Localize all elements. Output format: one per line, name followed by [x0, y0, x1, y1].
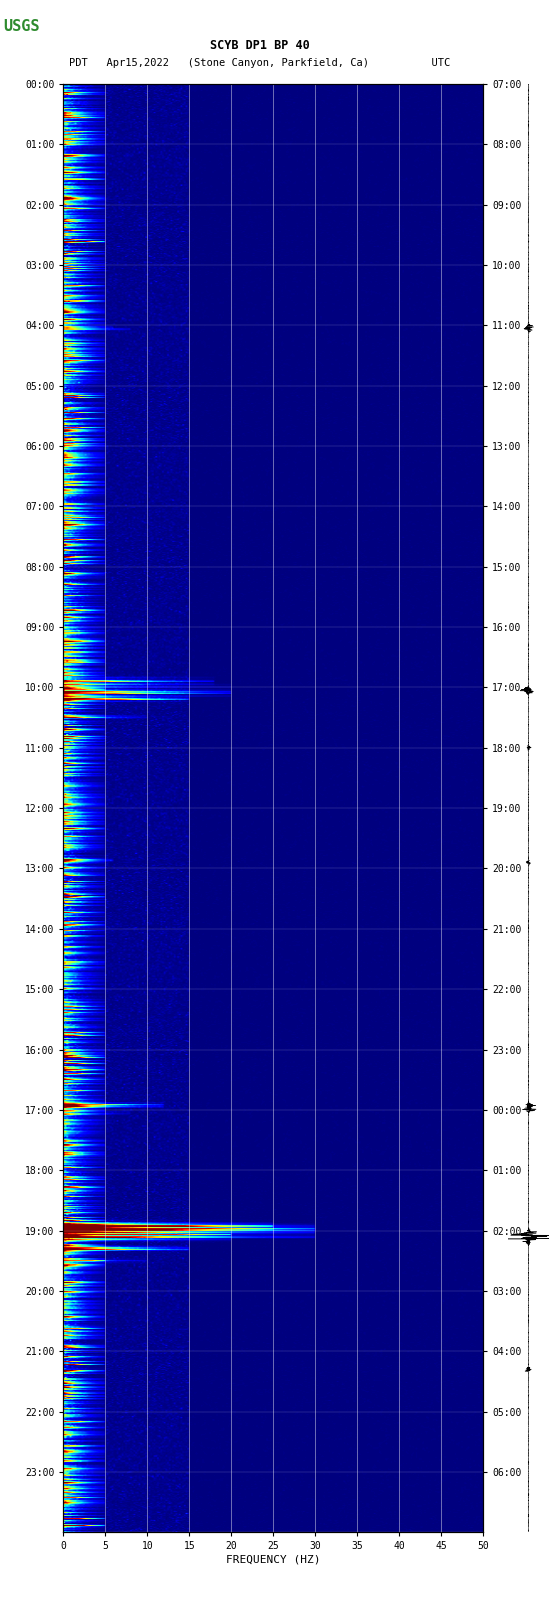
Text: PDT   Apr15,2022   (Stone Canyon, Parkfield, Ca)          UTC: PDT Apr15,2022 (Stone Canyon, Parkfield,… — [69, 58, 450, 68]
Text: SCYB DP1 BP 40: SCYB DP1 BP 40 — [210, 39, 309, 52]
Text: USGS: USGS — [3, 19, 39, 34]
X-axis label: FREQUENCY (HZ): FREQUENCY (HZ) — [226, 1555, 321, 1565]
